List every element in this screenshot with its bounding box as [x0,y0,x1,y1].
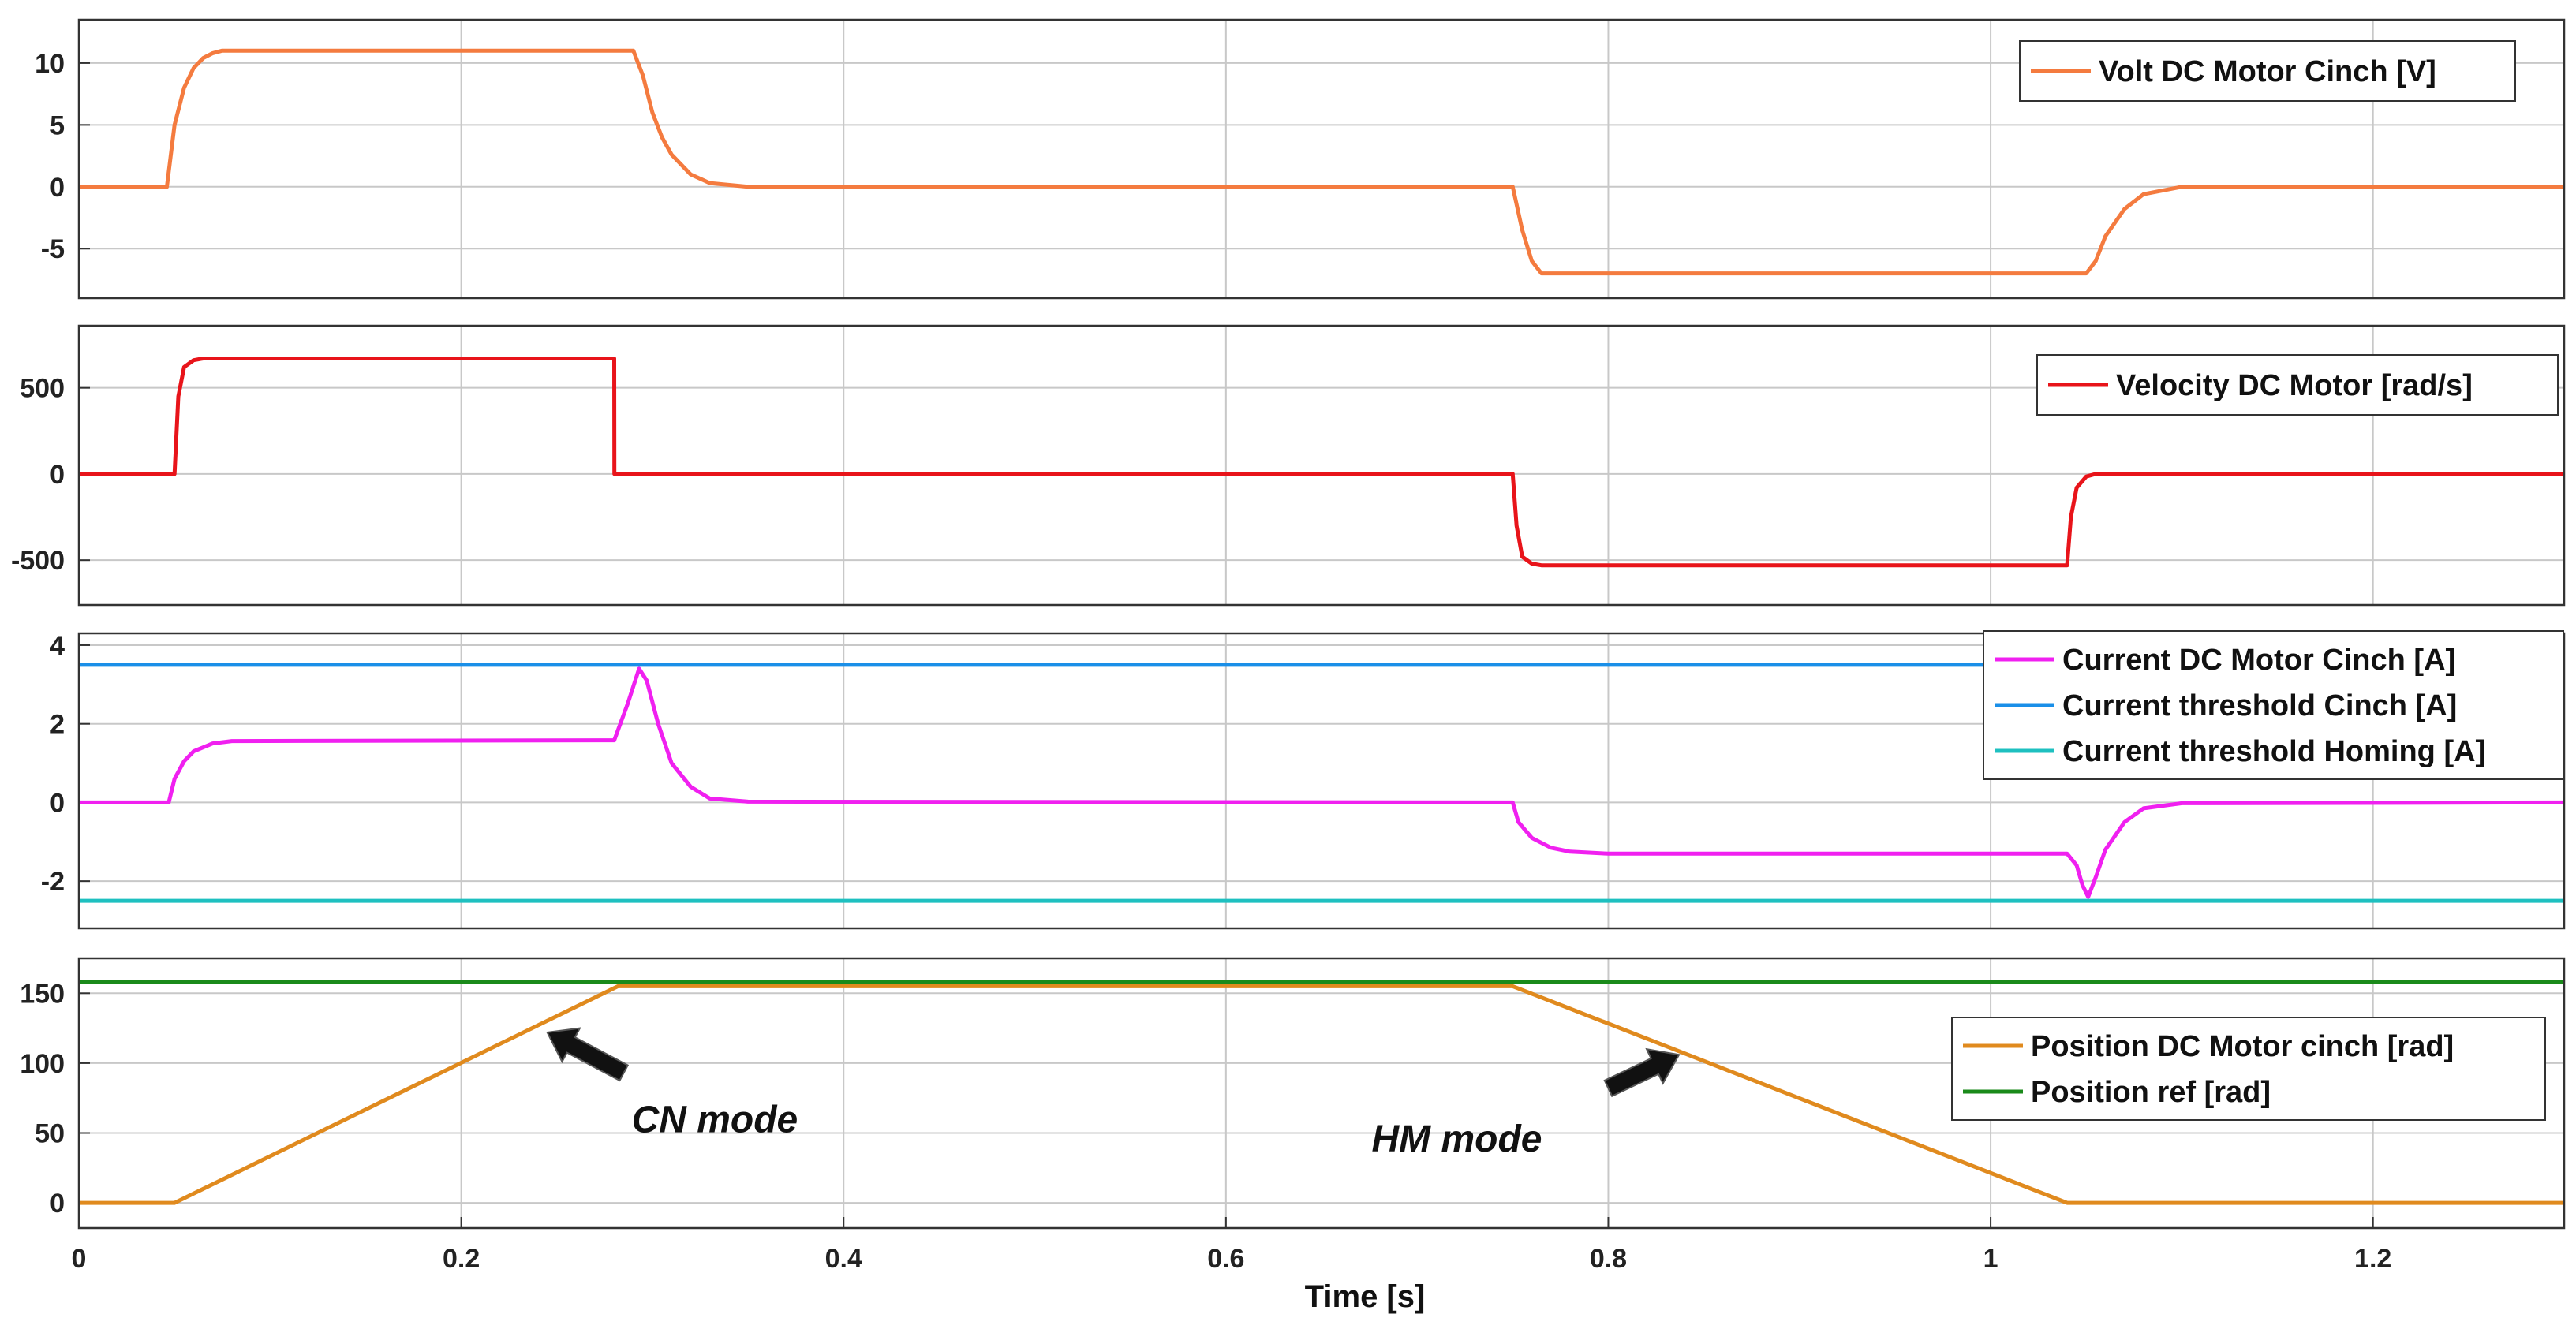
y-tick-label: 100 [20,1049,65,1079]
annotation-arrow [546,1027,630,1082]
y-tick-label: 500 [20,374,65,404]
y-tick-label: -500 [11,546,65,576]
axes-frame [77,324,2566,607]
y-tick-label: 0 [50,460,65,490]
x-tick-label: 1.2 [2354,1244,2391,1274]
legend-label: Current threshold Cinch [A] [2062,689,2457,722]
y-tick-label: -5 [41,234,65,264]
x-tick-label: 0.8 [1590,1244,1627,1274]
y-tick-label: 5 [50,110,65,140]
legend: Volt DC Motor Cinch [V] [2019,40,2516,102]
y-tick-label: 10 [35,49,65,79]
legend-label: Current threshold Homing [A] [2062,735,2485,768]
legend-label: Volt DC Motor Cinch [V] [2099,55,2436,88]
axes-frame [77,18,2566,300]
legend: Position DC Motor cinch [rad] Position re… [1951,1017,2546,1121]
arrow-shape [546,1027,630,1082]
arrow-shape [1603,1047,1681,1098]
legend: Velocity DC Motor [rad/s] [2036,354,2559,416]
y-tick-label: -2 [41,867,65,897]
x-tick-label: 0 [72,1244,87,1274]
x-tick-label: 0.2 [443,1244,480,1274]
axes-frame [77,632,2566,930]
legend: Current DC Motor Cinch [A] Current thresh… [1983,630,2564,780]
annotation-hm-mode: HM mode [1371,1118,1542,1160]
x-tick-label: 1 [1983,1244,1998,1274]
annotation-arrow [1603,1047,1681,1098]
legend-label: Velocity DC Motor [rad/s] [2116,369,2473,402]
series-line-1 [79,357,2564,568]
x-tick-label: 0.6 [1207,1244,1244,1274]
x-tick-label: 0.4 [825,1244,862,1274]
panel-3: -2 0 2 4 Current DC Motor Cinch [A] Current t… [41,630,2566,930]
panel-2: -500 0 500 Velocity DC Motor [rad/s] [11,324,2566,607]
y-tick-label: 4 [50,631,65,661]
axes-frame [77,957,2566,1230]
panel-1: -5 0 5 10 Volt DC Motor Cinch [V] [35,18,2566,300]
legend-label: Current DC Motor Cinch [A] [2062,644,2455,677]
annotation-cn-mode: CN mode [632,1099,798,1140]
y-tick-label: 50 [35,1119,65,1149]
y-tick-label: 150 [20,979,65,1009]
legend-box [1951,1017,2546,1121]
legend-label: Position DC Motor cinch [rad] [2031,1030,2454,1063]
y-tick-label: 0 [50,173,65,203]
x-axis-label: Time [s] [1305,1279,1426,1314]
y-tick-label: 0 [50,788,65,818]
panel-4: 0 50 100 150 0 0.2 0.4 0.6 0.8 1 1.2 Position DC Mo… [20,957,2566,1274]
y-tick-label: 2 [50,710,65,740]
y-tick-label: 0 [50,1189,65,1219]
series-line-1 [79,666,2565,899]
series-line-1 [79,48,2564,276]
legend-box [2036,354,2559,416]
legend-box [1983,630,2564,780]
legend-box [2019,40,2516,102]
legend-label: Position ref [rad] [2031,1076,2271,1109]
series-line-1 [79,984,2564,1205]
